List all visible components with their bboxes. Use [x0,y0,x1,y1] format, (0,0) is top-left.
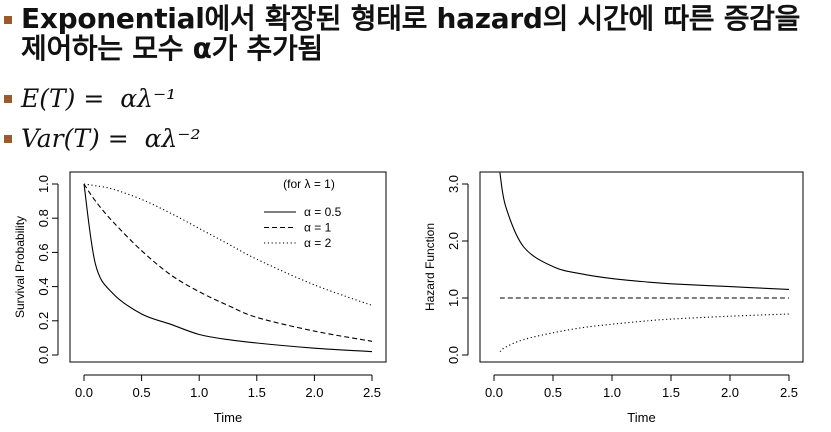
plot-frame [69,171,387,363]
survival-chart: 0.0 0.5 1.0 1.5 2.0 2.5 Time 0.0 0.2 0.4 0.6 0.8 1.0… [13,171,387,425]
x-axis-title: Time [627,410,655,425]
x-tick-label: 1.0 [190,385,208,400]
x-tick-label: 0.0 [75,385,93,400]
bullet-marker [4,16,12,24]
x-tick-label: 0.5 [544,385,562,400]
y-tick-label: 0.4 [36,278,51,296]
slide-title-text: Exponential에서 확장된 형태로 hazard의 시간에 따른 증감을… [21,2,801,65]
y-tick-label: 2.0 [446,232,461,250]
series-line-dashed [83,183,373,342]
y-tick-label: 0.0 [36,346,51,364]
y-axis-title: Hazard Function [423,223,437,311]
bullet-row-mean: E(T) = αλ⁻¹ [4,84,176,114]
series-line-dotted [83,183,373,306]
series-line-solid [83,183,373,353]
x-tick-label: 2.5 [363,385,381,400]
x-tick-label: 0.0 [485,385,503,400]
y-tick-label: 0.2 [36,312,51,330]
legend-title: (for λ = 1) [283,177,335,191]
x-tick-label: 0.5 [133,385,151,400]
x-tick-label: 2.0 [721,385,739,400]
legend-label: α = 1 [304,221,332,235]
legend-label: α = 0.5 [304,205,342,219]
bullet-marker [4,95,12,103]
y-tick-label: 3.0 [446,175,461,193]
charts-figure: 0.0 0.5 1.0 1.5 2.0 2.5 Time 0.0 0.2 0.4 0.6 0.8 1.0… [13,171,804,425]
legend-label: α = 2 [304,236,332,250]
y-tick-label: 1.0 [446,289,461,307]
variance-formula: Var(T) = αλ⁻² [21,124,201,153]
y-tick-label: 0.6 [36,243,51,261]
bullet-marker [4,135,12,143]
y-tick-label: 0.0 [446,346,461,364]
hazard-chart: 0.0 0.5 1.0 1.5 2.0 2.5 Time 0.0 1.0 2.0 3.0 Hazard… [423,171,804,425]
bullet-row-variance: Var(T) = αλ⁻² [4,124,201,154]
x-tick-label: 2.0 [305,385,323,400]
series-line-dotted [499,313,790,353]
x-tick-label: 1.5 [662,385,680,400]
x-axis-title: Time [214,410,242,425]
x-tick-label: 2.5 [780,385,798,400]
y-axis-title: Survival Probability [13,216,27,318]
plot-frame [479,171,804,363]
x-tick-label: 1.5 [248,385,266,400]
series-line-solid [499,172,790,290]
y-tick-label: 1.0 [36,175,51,193]
bullet-row-title: Exponential에서 확장된 형태로 hazard의 시간에 따른 증감을… [4,4,821,64]
x-tick-label: 1.0 [603,385,621,400]
y-tick-label: 0.8 [36,209,51,227]
mean-formula: E(T) = αλ⁻¹ [21,84,177,113]
